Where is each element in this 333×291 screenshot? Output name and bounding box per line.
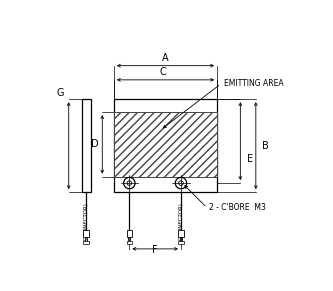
Text: (CONNECTOR): (CONNECTOR) [178,202,183,241]
Text: (CONNECTOR): (CONNECTOR) [84,202,89,241]
Text: D: D [91,139,99,149]
Bar [83,230,89,237]
Bar [178,230,184,237]
Bar [127,242,132,244]
Text: E: E [247,154,253,164]
Text: C: C [160,67,166,77]
Text: 2 - C'BORE  M3: 2 - C'BORE M3 [209,203,266,212]
Text: G: G [56,88,64,98]
Text: F: F [153,245,158,255]
Bar [84,242,89,244]
Bar [82,99,91,192]
Text: A: A [162,53,169,63]
Bar [114,112,217,177]
Bar [178,242,183,244]
Bar [127,230,132,237]
Bar [114,99,217,192]
Text: EMITTING AREA: EMITTING AREA [223,79,283,88]
Text: B: B [262,141,269,151]
